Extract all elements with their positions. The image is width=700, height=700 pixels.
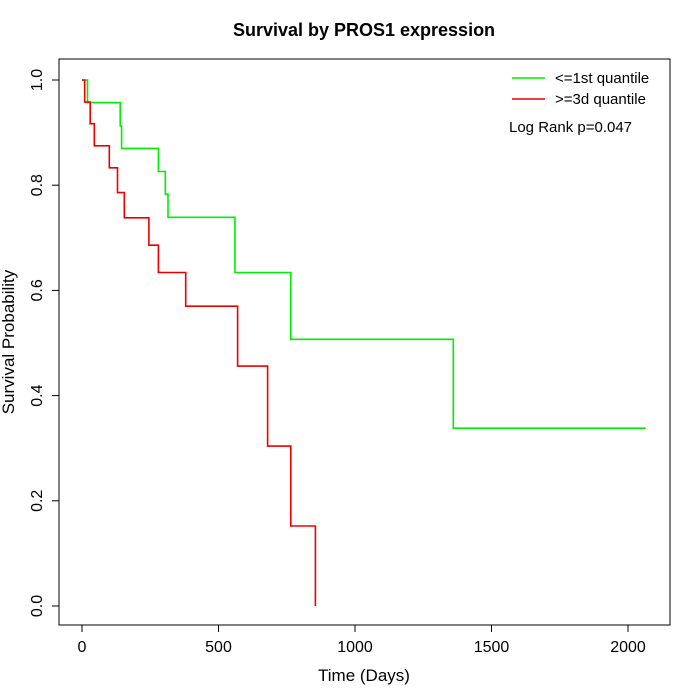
x-tick-label: 0	[78, 639, 87, 656]
y-axis: 0.0 0.2 0.4 0.6 0.8 1.0	[29, 69, 60, 617]
log-rank-annotation: Log Rank p=0.047	[509, 119, 632, 136]
legend: <=1st quantile >=3d quantile	[512, 70, 649, 108]
y-axis-label: Survival Probability	[0, 269, 18, 414]
x-tick-label: 1000	[337, 639, 373, 656]
x-axis: 0 500 1000 1500 2000	[78, 624, 646, 656]
series-high-quantile-line	[82, 79, 317, 606]
y-tick-label: 0.8	[29, 174, 46, 196]
plot-frame	[58, 58, 671, 626]
series-layer	[82, 79, 646, 606]
y-tick-label: 0.4	[29, 384, 46, 406]
x-tick-label: 500	[205, 639, 232, 656]
series-low-quantile-line	[82, 79, 646, 430]
y-tick-label: 1.0	[29, 69, 46, 91]
y-tick-label: 0.2	[29, 490, 46, 512]
y-tick-label: 0.0	[29, 595, 46, 617]
x-tick-label: 2000	[610, 639, 646, 656]
chart-title: Survival by PROS1 expression	[233, 20, 495, 40]
x-axis-label: Time (Days)	[318, 666, 410, 685]
x-tick-label: 1500	[474, 639, 510, 656]
legend-label: >=3d quantile	[555, 91, 646, 108]
y-tick-label: 0.6	[29, 279, 46, 301]
legend-label: <=1st quantile	[555, 70, 649, 87]
